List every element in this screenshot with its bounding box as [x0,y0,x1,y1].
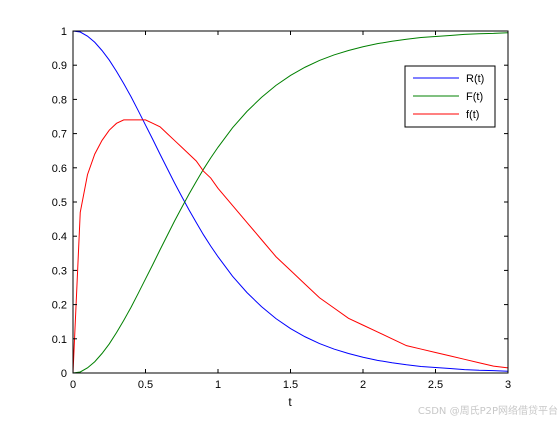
x-tick-label: 1.5 [283,379,298,391]
legend-label: R(t) [466,73,484,85]
x-axis-label: t [288,395,292,409]
x-tick-label: 3 [505,379,511,391]
x-tick-label: 2.5 [428,379,443,391]
y-tick-label: 0.7 [52,129,67,141]
x-tick-label: 0 [70,379,76,391]
legend-label: f(t) [466,109,479,121]
x-tick-label: 0.5 [138,379,153,391]
y-tick-label: 0.2 [52,300,67,312]
y-tick-label: 0.3 [52,265,67,277]
y-tick-label: 0.8 [52,94,67,106]
y-tick-label: 0.4 [52,231,67,243]
x-tick-label: 1 [215,379,221,391]
y-tick-label: 0.6 [52,163,67,175]
legend-label: F(t) [466,91,483,103]
watermark: CSDN @周氏P2P网络借贷平台 [417,406,558,417]
y-tick-label: 0.1 [52,334,67,346]
series-line-ft-1 [72,32,509,374]
y-tick-label: 0.9 [52,60,67,72]
legend: R(t) F(t) f(t) [404,65,496,128]
y-axis: 0 0.1 0.2 0.3 0.4 0.5 0.6 0.7 0.8 0.9 1 [52,26,508,380]
y-tick-label: 1 [61,26,67,38]
series-layer [72,30,509,374]
y-tick-label: 0.5 [52,197,67,209]
x-axis: 0 0.5 1 1.5 2 2.5 3 [70,31,511,391]
series-line-rt-0 [72,30,509,372]
x-tick-label: 2 [360,379,366,391]
y-tick-label: 0 [61,368,67,380]
series-line-ft-2 [72,119,509,374]
